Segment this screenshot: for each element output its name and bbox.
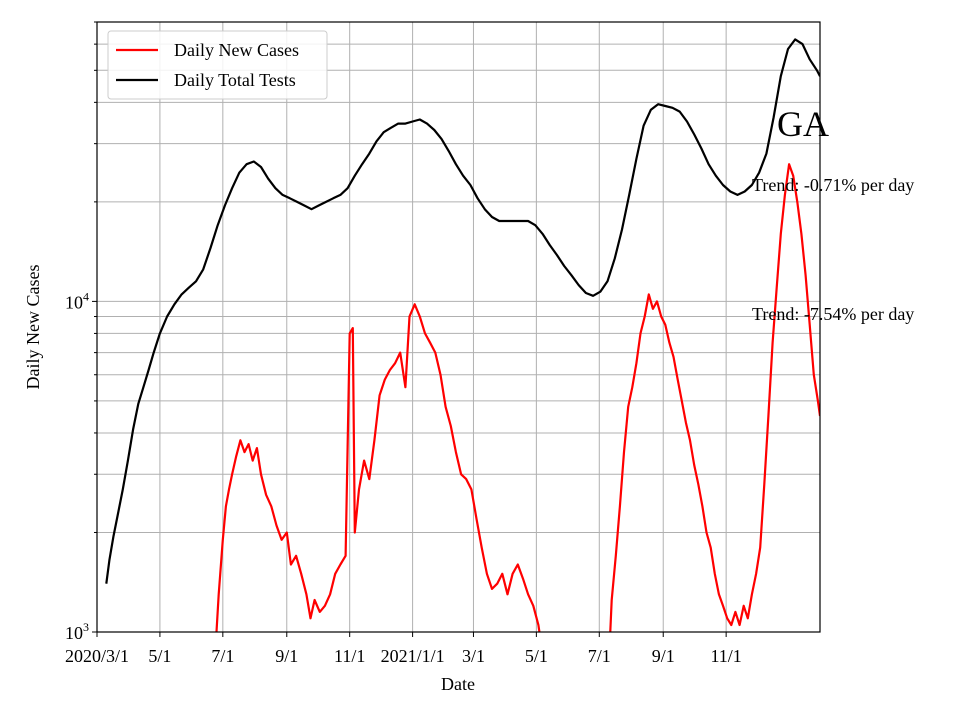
series-layer [105, 38, 820, 632]
x-tick-label: 11/1 [334, 646, 365, 666]
y-tick-label-exponent: 3 [83, 620, 89, 634]
panel-label: GA [777, 104, 829, 144]
legend-box [107, 30, 328, 100]
trend-annotation-tests: Trend: -0.71% per day [752, 175, 914, 195]
y-tick-label: 104 [65, 289, 89, 312]
x-tick-label: 7/1 [211, 646, 234, 666]
x-tick-label: 7/1 [588, 646, 611, 666]
y-tick-label: 103 [65, 620, 89, 643]
y-tick-label-exponent: 4 [83, 289, 89, 303]
series-line-daily-total-tests [105, 38, 820, 584]
x-tick-label: 3/1 [462, 646, 485, 666]
y-tick-label-base: 10 [65, 623, 83, 643]
trend-annotation-cases: Trend: -7.54% per day [752, 304, 914, 324]
grid [96, 21, 820, 633]
x-tick-label: 9/1 [275, 646, 298, 666]
x-tick-label: 5/1 [525, 646, 548, 666]
legend-label-cases: Daily New Cases [174, 40, 299, 60]
y-tick-label-base: 10 [65, 292, 83, 312]
legend: Daily New Cases Daily Total Tests [107, 30, 328, 100]
legend-label-tests: Daily Total Tests [174, 70, 296, 90]
x-tick-label: 2020/3/1 [65, 646, 129, 666]
plot-frame [96, 21, 821, 633]
x-tick-label: 9/1 [652, 646, 675, 666]
x-tick-label: 5/1 [148, 646, 171, 666]
x-axis-label: Date [441, 674, 475, 694]
axis-ticks: 2020/3/1 5/1 7/1 9/1 11/1 2021/1/1 3/1 5/1 7/1 9/… [65, 21, 742, 666]
series-line-daily-new-cases [215, 163, 820, 632]
x-tick-label: 11/1 [710, 646, 741, 666]
x-tick-label: 2021/1/1 [381, 646, 445, 666]
y-axis-label: Daily New Cases [23, 265, 43, 390]
